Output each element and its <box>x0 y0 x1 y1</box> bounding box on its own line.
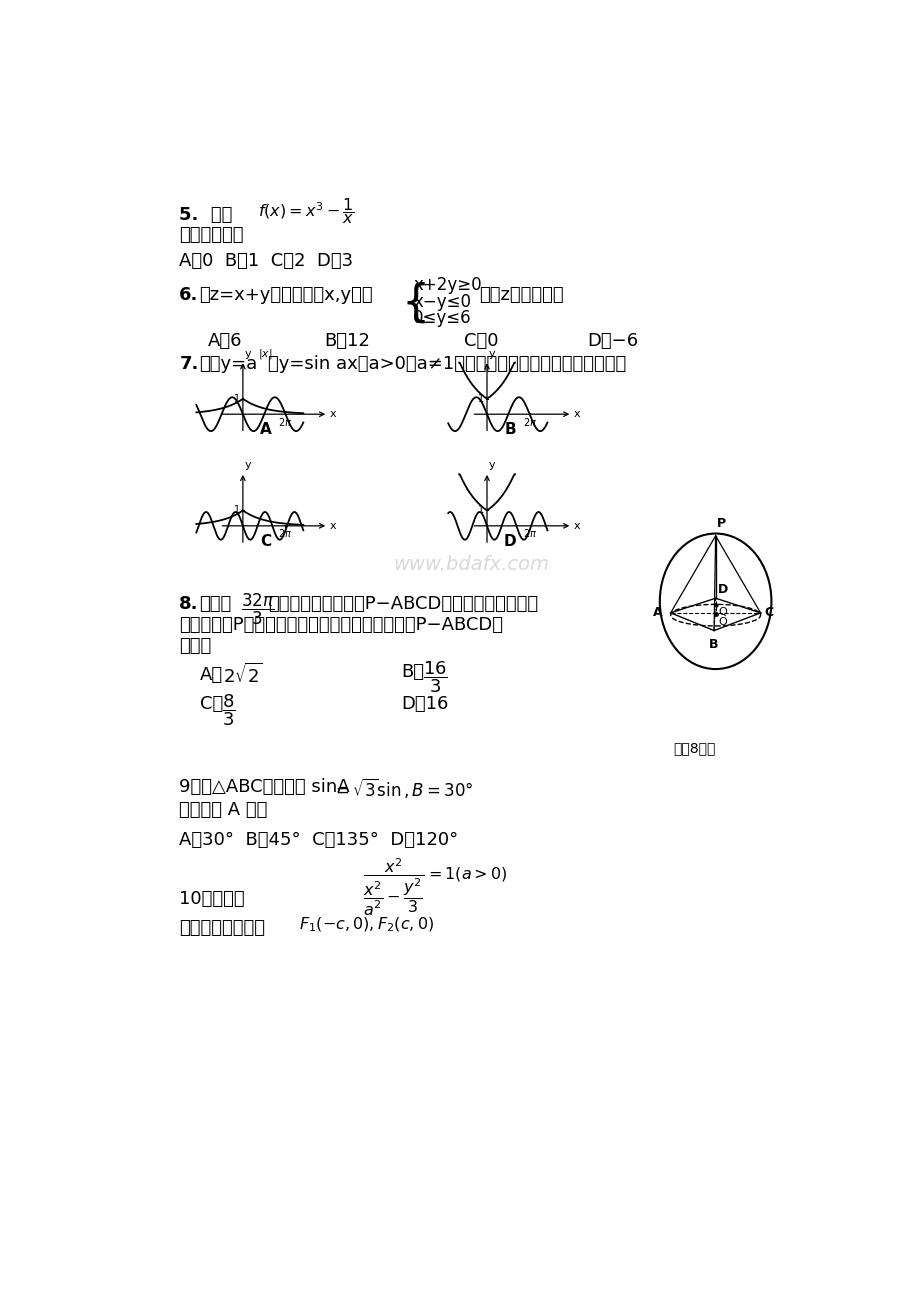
Text: D．16: D．16 <box>402 695 448 713</box>
Text: $\dfrac{x^2}{\dfrac{x^2}{a^2}-\dfrac{y^2}{3}}=1(a>0)$: $\dfrac{x^2}{\dfrac{x^2}{a^2}-\dfrac{y^2… <box>363 857 507 918</box>
Text: D: D <box>717 583 728 596</box>
Text: C．: C． <box>200 695 223 713</box>
Text: C: C <box>764 607 773 620</box>
Text: www.bdafx.com: www.bdafx.com <box>393 555 549 574</box>
Text: B．12: B．12 <box>323 332 369 350</box>
Text: 10．双曲线: 10．双曲线 <box>179 891 244 907</box>
Text: A．30°  B．45°  C．135°  D．120°: A．30° B．45° C．135° D．120° <box>179 831 458 849</box>
Text: P: P <box>717 517 725 530</box>
Text: ，则z的最大值为: ，则z的最大值为 <box>479 285 563 303</box>
Text: $f(x)=x^3-\dfrac{1}{x}$: $f(x)=x^3-\dfrac{1}{x}$ <box>258 197 355 227</box>
Text: 体积为: 体积为 <box>199 595 231 613</box>
Text: $^{|x|}$: $^{|x|}$ <box>258 350 272 366</box>
Text: y: y <box>488 461 494 470</box>
Text: x+2y≥0: x+2y≥0 <box>413 276 482 293</box>
Text: A．6: A．6 <box>208 332 243 350</box>
Text: B: B <box>504 422 516 437</box>
Text: ，那么角 A 等于: ，那么角 A 等于 <box>179 802 267 819</box>
Text: 1: 1 <box>233 393 240 404</box>
Text: A．0  B．1  C．2  D．3: A．0 B．1 C．2 D．3 <box>179 253 353 271</box>
Text: C．0: C．0 <box>463 332 498 350</box>
Text: 1: 1 <box>233 505 240 516</box>
Text: $2\pi$: $2\pi$ <box>522 527 536 539</box>
Text: 1: 1 <box>477 505 483 516</box>
Text: 设z=x+y，其中实数x,y满足: 设z=x+y，其中实数x,y满足 <box>199 285 372 303</box>
Text: $2\sqrt{2}$: $2\sqrt{2}$ <box>223 663 263 687</box>
Text: A: A <box>652 607 662 620</box>
Text: D: D <box>504 534 516 549</box>
Text: x: x <box>573 521 580 531</box>
Text: $\dfrac{32\pi}{3}$: $\dfrac{32\pi}{3}$ <box>240 592 274 628</box>
Text: 与y=sin ax（a>0且a≠1）在同一直角坐标系中的图象可能是: 与y=sin ax（a>0且a≠1）在同一直角坐标系中的图象可能是 <box>268 355 626 372</box>
Text: $F_1(-c,0),F_2(c,0)$: $F_1(-c,0),F_2(c,0)$ <box>299 915 434 934</box>
Text: 1: 1 <box>477 393 483 404</box>
Text: y: y <box>244 461 251 470</box>
Text: B: B <box>709 638 718 651</box>
Text: 的球有一内接四棱锥P−ABCD，该四棱锥底面为正: 的球有一内接四棱锥P−ABCD，该四棱锥底面为正 <box>268 595 538 613</box>
Text: 7.: 7. <box>179 355 199 372</box>
Text: $2\pi$: $2\pi$ <box>278 415 292 428</box>
Text: 函数y=a: 函数y=a <box>199 355 256 372</box>
Text: A．: A． <box>200 667 223 684</box>
Text: x: x <box>329 409 336 419</box>
Text: 8.: 8. <box>179 595 199 613</box>
Text: 5.  函数: 5. 函数 <box>179 206 233 224</box>
Text: $\dfrac{16}{3}$: $\dfrac{16}{3}$ <box>422 660 447 695</box>
Text: $2\pi$: $2\pi$ <box>278 527 292 539</box>
Text: （第8题）: （第8题） <box>673 741 715 755</box>
Text: 0≤y≤6: 0≤y≤6 <box>413 310 471 328</box>
Text: x: x <box>573 409 580 419</box>
Text: O: O <box>717 617 726 626</box>
Text: C: C <box>260 534 271 549</box>
Text: x: x <box>329 521 336 531</box>
Text: y: y <box>244 349 251 359</box>
Text: {: { <box>402 281 429 324</box>
Text: B．: B． <box>402 663 425 681</box>
Text: 9．在△ABC中，如果 sinA: 9．在△ABC中，如果 sinA <box>179 779 349 797</box>
Text: D．−6: D．−6 <box>587 332 638 350</box>
Text: Q: Q <box>717 607 726 617</box>
Text: x−y≤0: x−y≤0 <box>413 293 471 311</box>
Text: 的零点个数为: 的零点个数为 <box>179 225 244 243</box>
Text: 的左右焦点分别为: 的左右焦点分别为 <box>179 918 265 936</box>
Text: 6.: 6. <box>179 285 199 303</box>
Text: 方形，顶点P在底面上的射影恰为球心，则四棱锥P−ABCD的: 方形，顶点P在底面上的射影恰为球心，则四棱锥P−ABCD的 <box>179 616 503 634</box>
Text: A: A <box>260 422 272 437</box>
Text: $2\pi$: $2\pi$ <box>522 415 536 428</box>
Text: 体积为: 体积为 <box>179 637 211 655</box>
Text: $=\sqrt{3}\sin,B=30°$: $=\sqrt{3}\sin,B=30°$ <box>332 776 473 801</box>
Text: $\dfrac{8}{3}$: $\dfrac{8}{3}$ <box>221 693 235 728</box>
Text: y: y <box>488 349 494 359</box>
